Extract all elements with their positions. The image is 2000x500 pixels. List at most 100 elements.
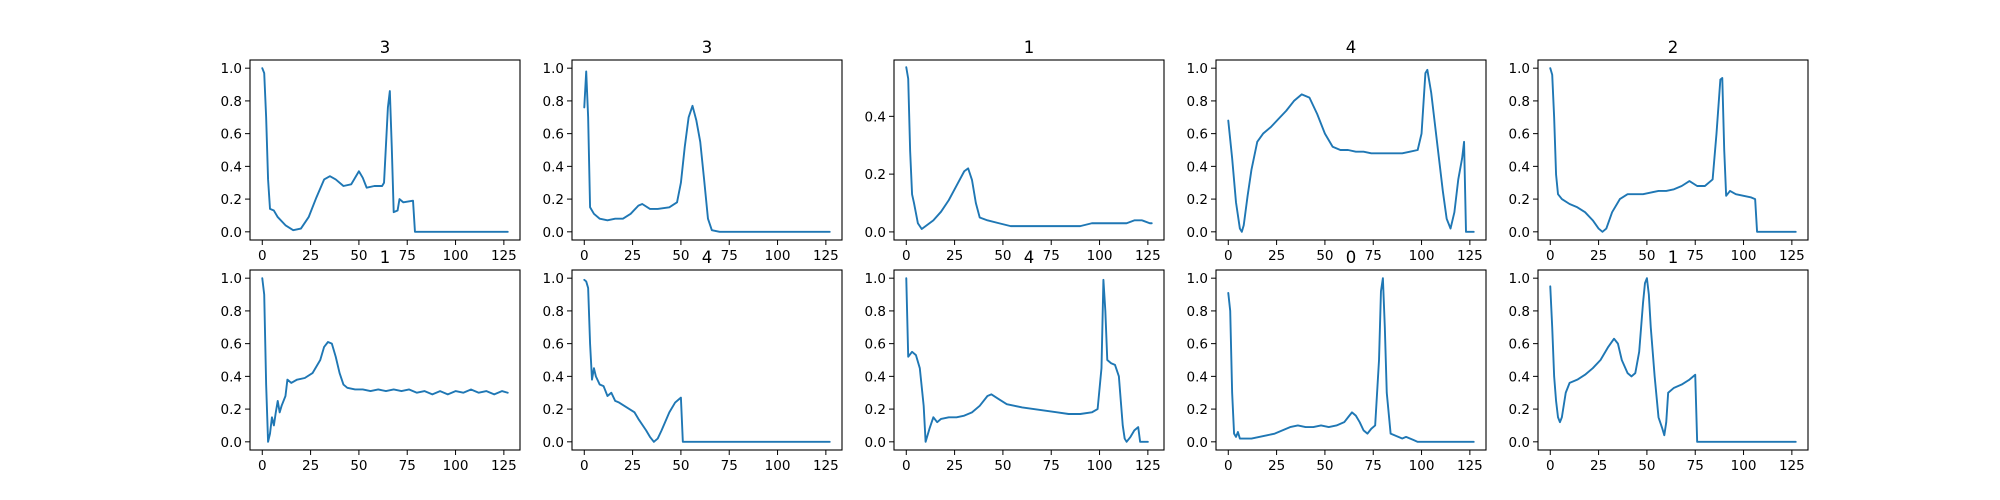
y-tick-label: 1.0 (543, 271, 564, 287)
x-tick-label: 25 (302, 458, 319, 474)
y-tick-label: 0.8 (865, 304, 886, 320)
y-tick-label: 0.0 (865, 435, 886, 451)
panel-title: 3 (380, 38, 391, 57)
x-tick-label: 25 (946, 458, 963, 474)
y-tick-label: 1.0 (865, 271, 886, 287)
x-tick-label: 0 (258, 248, 267, 264)
y-tick-label: 1.0 (1187, 61, 1208, 77)
panel-title: 1 (380, 248, 391, 267)
panel-title: 3 (702, 38, 713, 57)
panel-title: 1 (1668, 248, 1679, 267)
y-tick-label: 1.0 (543, 61, 564, 77)
y-tick-label: 0.0 (1187, 435, 1208, 451)
y-tick-label: 0.4 (221, 369, 242, 385)
x-tick-label: 25 (624, 248, 641, 264)
x-tick-label: 50 (672, 458, 689, 474)
y-tick-label: 0.4 (1187, 159, 1208, 175)
x-tick-label: 0 (1224, 458, 1233, 474)
y-tick-label: 0.4 (865, 369, 886, 385)
x-tick-label: 75 (721, 248, 738, 264)
x-tick-label: 75 (1687, 248, 1704, 264)
x-tick-label: 100 (443, 458, 469, 474)
x-tick-label: 25 (1268, 458, 1285, 474)
x-tick-label: 100 (1087, 248, 1113, 264)
x-tick-label: 100 (1731, 458, 1757, 474)
x-tick-label: 50 (1316, 458, 1333, 474)
y-tick-label: 0.0 (865, 225, 886, 241)
x-tick-label: 125 (813, 458, 839, 474)
y-tick-label: 0.6 (221, 337, 242, 353)
y-tick-label: 0.2 (1187, 192, 1208, 208)
x-tick-label: 75 (1043, 458, 1060, 474)
panel-title: 4 (1024, 248, 1035, 267)
x-tick-label: 0 (580, 458, 589, 474)
y-tick-label: 0.0 (543, 225, 564, 241)
x-tick-label: 0 (258, 458, 267, 474)
x-tick-label: 75 (1043, 248, 1060, 264)
y-tick-label: 0.2 (221, 402, 242, 418)
x-tick-label: 25 (946, 248, 963, 264)
x-tick-label: 50 (1316, 248, 1333, 264)
y-tick-label: 0.2 (1187, 402, 1208, 418)
x-tick-label: 75 (399, 248, 416, 264)
x-tick-label: 0 (902, 458, 911, 474)
y-tick-label: 1.0 (221, 271, 242, 287)
x-tick-label: 125 (491, 248, 517, 264)
x-tick-label: 75 (1687, 458, 1704, 474)
y-tick-label: 0.8 (1509, 94, 1530, 110)
y-tick-label: 0.2 (543, 402, 564, 418)
y-tick-label: 0.2 (865, 167, 886, 183)
y-tick-label: 0.8 (1187, 94, 1208, 110)
x-tick-label: 25 (1590, 458, 1607, 474)
y-tick-label: 0.6 (543, 337, 564, 353)
x-tick-label: 50 (994, 458, 1011, 474)
x-tick-label: 125 (1135, 458, 1161, 474)
x-tick-label: 0 (1546, 458, 1555, 474)
panel-title: 1 (1024, 38, 1035, 57)
x-tick-label: 125 (491, 458, 517, 474)
y-tick-label: 0.6 (543, 127, 564, 143)
x-tick-label: 100 (765, 458, 791, 474)
x-tick-label: 100 (443, 248, 469, 264)
x-tick-label: 50 (350, 248, 367, 264)
x-tick-label: 125 (1457, 248, 1483, 264)
x-tick-label: 100 (1409, 248, 1435, 264)
x-tick-label: 50 (994, 248, 1011, 264)
x-tick-label: 125 (1779, 248, 1805, 264)
x-tick-label: 125 (1135, 248, 1161, 264)
y-tick-label: 0.4 (221, 159, 242, 175)
y-tick-label: 0.6 (865, 337, 886, 353)
x-tick-label: 100 (1409, 458, 1435, 474)
x-tick-label: 50 (672, 248, 689, 264)
x-tick-label: 0 (580, 248, 589, 264)
y-tick-label: 0.6 (1187, 337, 1208, 353)
x-tick-label: 100 (1087, 458, 1113, 474)
y-tick-label: 0.8 (1187, 304, 1208, 320)
y-tick-label: 0.8 (221, 304, 242, 320)
y-tick-label: 0.4 (1509, 369, 1530, 385)
panel-title: 4 (1346, 38, 1357, 57)
y-tick-label: 1.0 (221, 61, 242, 77)
y-tick-label: 0.2 (543, 192, 564, 208)
y-tick-label: 0.4 (1187, 369, 1208, 385)
x-tick-label: 125 (813, 248, 839, 264)
y-tick-label: 0.0 (543, 435, 564, 451)
y-tick-label: 1.0 (1187, 271, 1208, 287)
x-tick-label: 0 (1224, 248, 1233, 264)
x-tick-label: 50 (1638, 248, 1655, 264)
y-tick-label: 0.4 (865, 109, 886, 125)
y-tick-label: 0.6 (1509, 127, 1530, 143)
y-tick-label: 0.0 (221, 435, 242, 451)
x-tick-label: 50 (1638, 458, 1655, 474)
y-tick-label: 0.4 (1509, 159, 1530, 175)
y-tick-label: 0.2 (1509, 192, 1530, 208)
y-tick-label: 0.8 (543, 94, 564, 110)
x-tick-label: 75 (1365, 248, 1382, 264)
x-tick-label: 75 (721, 458, 738, 474)
y-tick-label: 0.8 (221, 94, 242, 110)
y-tick-label: 0.4 (543, 159, 564, 175)
x-tick-label: 0 (902, 248, 911, 264)
y-tick-label: 1.0 (1509, 271, 1530, 287)
y-tick-label: 0.0 (1509, 225, 1530, 241)
